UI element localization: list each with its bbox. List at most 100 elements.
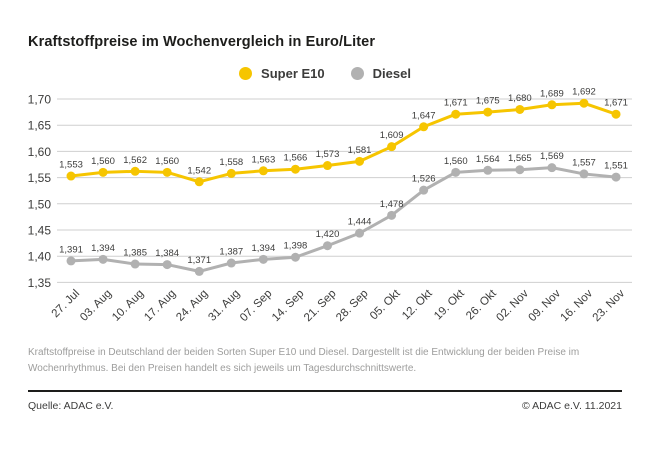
- data-point: [258, 166, 268, 176]
- data-point: [226, 258, 236, 268]
- legend-item-super-e10: Super E10: [239, 66, 325, 81]
- super-e10-dot-icon: [239, 67, 253, 80]
- x-tick-label: 03. Aug: [78, 288, 114, 324]
- data-point-label: 1,671: [444, 98, 468, 109]
- data-point-label: 1,398: [284, 241, 308, 252]
- legend-item-diesel: Diesel: [350, 66, 411, 81]
- x-tick-label: 05. Okt: [368, 287, 403, 322]
- data-point-label: 1,420: [316, 229, 340, 240]
- data-point: [387, 142, 397, 152]
- data-point: [611, 172, 621, 182]
- x-tick-label: 31. Aug: [206, 288, 242, 324]
- y-tick-label: 1,45: [28, 224, 52, 238]
- copyright-label: © ADAC e.V. 11.2021: [522, 400, 622, 412]
- data-point-label: 1,387: [219, 247, 243, 258]
- data-point: [130, 166, 140, 176]
- data-point-label: 1,558: [219, 157, 243, 168]
- x-tick-label: 10. Aug: [110, 288, 146, 324]
- data-point: [322, 161, 332, 171]
- data-point-label: 1,560: [91, 156, 115, 167]
- data-point-label: 1,581: [348, 145, 372, 156]
- x-tick-label: 23. Nov: [591, 287, 628, 324]
- x-tick-label: 28. Sep: [334, 288, 371, 325]
- y-tick-label: 1,55: [28, 171, 52, 185]
- data-point: [322, 241, 332, 251]
- data-point-label: 1,371: [187, 255, 211, 266]
- y-tick-label: 1,65: [28, 119, 52, 133]
- data-point: [547, 100, 557, 110]
- data-point-label: 1,569: [540, 151, 564, 162]
- y-tick-label: 1,35: [28, 276, 52, 290]
- data-point-label: 1,692: [572, 87, 596, 98]
- data-point: [290, 252, 300, 262]
- data-point: [162, 167, 172, 177]
- data-point: [98, 254, 108, 264]
- data-point: [258, 254, 268, 264]
- data-point: [226, 168, 236, 178]
- data-point-label: 1,680: [508, 93, 532, 104]
- series-super-e10: 1,553 1,560 1,562 1,560 1,542 1,558 1,563 1,566…: [59, 87, 628, 187]
- x-tick-label: 09. Nov: [527, 287, 564, 324]
- data-point-label: 1,565: [508, 153, 532, 164]
- data-point-label: 1,563: [251, 154, 275, 165]
- data-point: [419, 185, 429, 195]
- data-point-label: 1,384: [155, 248, 179, 259]
- x-tick-label: 07. Sep: [238, 288, 275, 325]
- data-point-label: 1,647: [412, 110, 436, 121]
- data-point-label: 1,562: [123, 155, 147, 166]
- data-point: [547, 163, 557, 173]
- data-point: [66, 256, 76, 266]
- data-point: [355, 228, 365, 238]
- data-point-label: 1,394: [251, 243, 275, 254]
- data-point: [611, 109, 621, 119]
- data-point: [66, 171, 76, 181]
- legend-label-super-e10: Super E10: [261, 66, 325, 81]
- data-point-label: 1,551: [604, 161, 628, 172]
- data-point-label: 1,385: [123, 248, 147, 259]
- y-axis: 1,70 1,65 1,60 1,55 1,50 1,45 1,40 1,35: [28, 93, 632, 290]
- data-point-label: 1,526: [412, 174, 436, 185]
- data-point-label: 1,553: [59, 160, 83, 171]
- x-tick-label: 12. Okt: [400, 287, 435, 322]
- data-point: [515, 165, 525, 175]
- data-point: [194, 266, 204, 276]
- data-point-label: 1,566: [284, 153, 308, 164]
- y-tick-label: 1,50: [28, 197, 52, 211]
- price-line-chart: 1,70 1,65 1,60 1,55 1,50 1,45 1,40 1,35 27. Jul 0…: [0, 86, 650, 344]
- data-point-label: 1,560: [155, 156, 179, 167]
- data-point: [579, 169, 589, 179]
- data-point: [355, 156, 365, 166]
- data-point: [483, 165, 493, 175]
- data-point: [194, 177, 204, 187]
- data-point: [515, 104, 525, 114]
- series-line: [69, 166, 618, 273]
- diesel-dot-icon: [350, 67, 364, 80]
- data-point-label: 1,478: [380, 199, 404, 210]
- y-tick-label: 1,40: [28, 250, 52, 264]
- data-point: [483, 107, 493, 117]
- data-point: [387, 210, 397, 220]
- chart-description: Kraftstoffpreise in Deutschland der beid…: [28, 347, 580, 374]
- data-point-label: 1,560: [444, 156, 468, 167]
- data-point-label: 1,444: [348, 217, 372, 228]
- data-point: [451, 167, 461, 177]
- data-point-label: 1,557: [572, 157, 596, 168]
- data-point-label: 1,689: [540, 88, 564, 99]
- x-tick-label: 16. Nov: [559, 287, 596, 324]
- data-point: [419, 122, 429, 132]
- series-line: [69, 101, 618, 184]
- data-point: [130, 259, 140, 269]
- data-point: [451, 109, 461, 119]
- data-point-label: 1,609: [380, 130, 404, 141]
- data-point: [290, 164, 300, 174]
- data-point-label: 1,542: [187, 165, 211, 176]
- x-tick-label: 14. Sep: [270, 288, 307, 325]
- y-tick-label: 1,70: [28, 93, 52, 107]
- source-label: Quelle: ADAC e.V.: [28, 400, 114, 412]
- y-tick-label: 1,60: [28, 145, 52, 159]
- x-tick-label: 19. Okt: [432, 287, 467, 322]
- x-tick-label: 02. Nov: [494, 287, 531, 324]
- data-point-label: 1,394: [91, 243, 115, 254]
